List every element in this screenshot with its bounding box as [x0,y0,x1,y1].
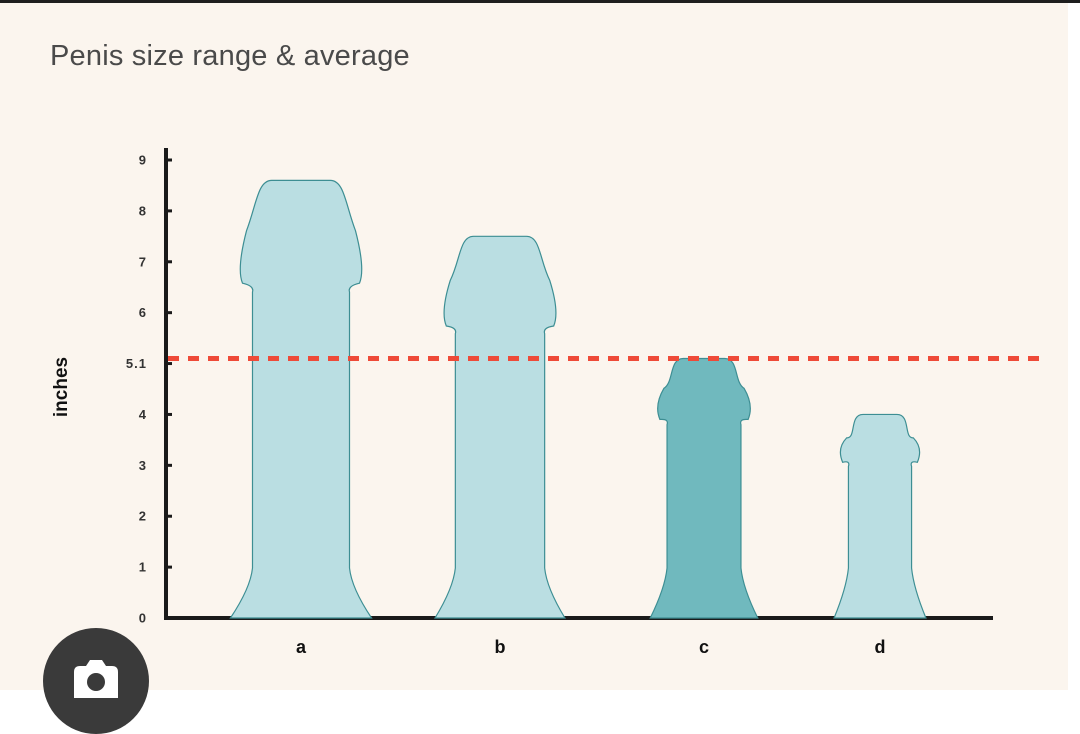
y-tick-label: 4 [139,407,147,422]
bar-b [433,235,567,619]
y-tick-label: 3 [139,458,147,473]
chart-plot: 0 1 2 3 4 5.1 6 7 8 9 a b c d [126,148,1040,657]
top-edge-bar [0,0,1080,3]
x-tick-label-d: d [875,637,886,657]
y-tick-label: 5.1 [126,356,147,371]
y-tick-label: 6 [139,305,147,320]
bar-a [229,179,373,619]
camera-search-button[interactable] [43,628,149,734]
y-tick-label: 1 [139,560,147,575]
bar-c [649,357,759,619]
y-tick-label: 2 [139,509,147,524]
x-tick-label-c: c [699,637,709,657]
y-tick-label: 9 [139,153,147,168]
bar-d [833,413,927,619]
y-tick-label: 8 [139,203,147,218]
y-tick-label: 7 [139,254,147,269]
x-tick-label-a: a [296,637,307,657]
y-tick-label: 0 [139,611,147,626]
y-axis-label: inches [51,356,72,418]
page-title: Penis size range & average [50,40,410,72]
camera-icon [74,660,118,698]
x-tick-label-b: b [495,637,506,657]
